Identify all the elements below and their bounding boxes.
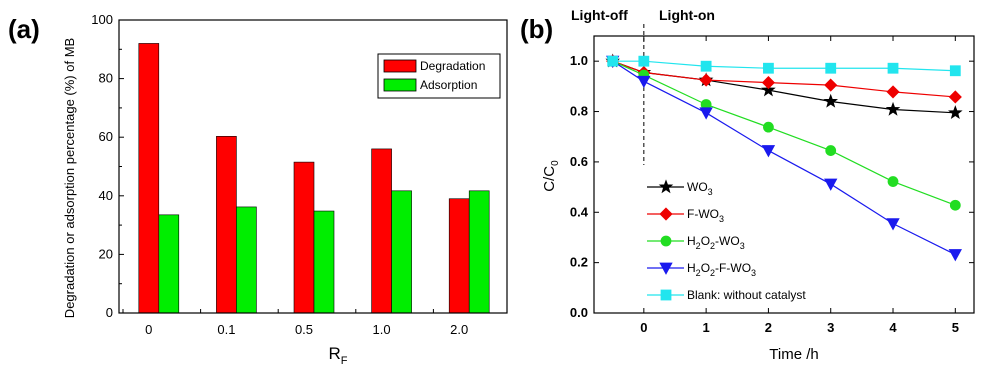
point-series-0-6 bbox=[948, 105, 963, 119]
panel-a-x-tick-label: 0.5 bbox=[295, 322, 313, 337]
bar-adsorption-2-0 bbox=[468, 190, 490, 314]
point-series-3-2 bbox=[699, 107, 713, 120]
bar-degradation-2-0 bbox=[448, 198, 470, 314]
line-series-0 bbox=[605, 53, 963, 119]
bar-adsorption-0-5 bbox=[313, 210, 335, 314]
legend-label-0: WO3 bbox=[687, 180, 713, 197]
panel-b-x-axis-label: Time /h bbox=[769, 346, 818, 363]
panel-a-y-axis-label: Degradation or adsorption percentage (%)… bbox=[62, 38, 77, 318]
point-series-3-5 bbox=[886, 218, 900, 231]
legend-label-3: H2O2-F-WO3 bbox=[687, 261, 756, 278]
legend-label-1: F-WO3 bbox=[687, 207, 724, 224]
panel-a-y-tick-label: 60 bbox=[99, 129, 113, 144]
panel-b-y-tick-label: 0.8 bbox=[570, 104, 588, 119]
point-series-2-6 bbox=[949, 199, 961, 211]
point-series-3-4 bbox=[824, 178, 838, 191]
panel-b-x-tick-label: 4 bbox=[889, 320, 897, 335]
panel-b-y-tick-label: 0.4 bbox=[570, 204, 589, 219]
point-series-2-5 bbox=[887, 176, 899, 187]
point-series-1-6 bbox=[948, 90, 962, 104]
point-series-4-3 bbox=[763, 62, 774, 74]
panel-b-x-tick-label: 1 bbox=[703, 320, 710, 335]
legend-label-degradation: Degradation bbox=[420, 59, 485, 73]
panel-a-x-tick-label: 0.1 bbox=[217, 322, 235, 337]
panel-b-y-tick-label: 0.2 bbox=[570, 255, 588, 270]
legend-marker-0 bbox=[658, 179, 674, 194]
panel-b-y-tick-label: 0.6 bbox=[570, 154, 588, 169]
panel-a-x-axis-label: RF bbox=[328, 344, 347, 367]
legend-label-2: H2O2-WO3 bbox=[687, 234, 745, 251]
panel-b-legend: WO3 F-WO3 H2O2-WO3 H2O2-F-WO3 Blank: without… bbox=[647, 179, 806, 302]
annotation-light-off: Light-off bbox=[571, 7, 628, 23]
point-series-2-3 bbox=[763, 121, 774, 133]
annotation-light-on: Light-on bbox=[659, 7, 715, 23]
panel-a-x-tick-label: 2.0 bbox=[450, 322, 468, 337]
panel-a-bar-chart: (a) Degradation or adsorption percentage… bbox=[8, 12, 508, 367]
panel-b-line-chart: (b) Light-off Light-on C/C0 Time /h 0.0 0… bbox=[520, 7, 975, 363]
legend-marker-1 bbox=[659, 207, 673, 221]
line-4 bbox=[612, 60, 956, 72]
point-series-1-5 bbox=[886, 85, 900, 99]
panel-b-x-tick-label: 3 bbox=[827, 320, 834, 335]
panel-b-label: (b) bbox=[520, 14, 553, 44]
point-series-4-0 bbox=[607, 55, 619, 67]
legend-marker-3 bbox=[659, 262, 673, 275]
legend-swatch-degradation bbox=[383, 59, 417, 73]
bar-degradation-1-0 bbox=[371, 148, 392, 314]
panel-a-x-tick-label: 1.0 bbox=[373, 322, 391, 337]
panel-b-y-tick-label: 0.0 bbox=[570, 305, 588, 320]
point-series-1-3 bbox=[761, 76, 775, 90]
panel-a-y-tick-label: 80 bbox=[99, 71, 113, 86]
point-series-0-4 bbox=[823, 93, 839, 108]
bar-degradation-0 bbox=[138, 43, 160, 314]
panel-a-x-tick-label: 0 bbox=[145, 322, 152, 337]
bar-degradation-0-5 bbox=[293, 161, 315, 314]
panel-a-label: (a) bbox=[8, 14, 40, 44]
line-3 bbox=[612, 60, 956, 256]
legend-marker-4 bbox=[660, 289, 672, 301]
point-series-1-2 bbox=[699, 73, 713, 87]
legend-marker-2 bbox=[660, 235, 672, 247]
point-series-4-4 bbox=[825, 62, 837, 74]
panel-b-y-axis-label: C/C0 bbox=[541, 160, 561, 192]
point-series-4-1 bbox=[638, 55, 650, 67]
bar-adsorption-0 bbox=[158, 214, 180, 314]
panel-b-x-tick-label: 5 bbox=[952, 320, 959, 335]
legend-label-4: Blank: without catalyst bbox=[687, 288, 806, 302]
legend-label-adsorption: Adsorption bbox=[420, 78, 477, 92]
panel-b-x-tick-label: 0 bbox=[640, 320, 647, 335]
line-series-4 bbox=[607, 55, 961, 77]
panel-b-y-tick-label: 1.0 bbox=[570, 53, 588, 68]
point-series-0-3 bbox=[761, 82, 776, 97]
point-series-1-4 bbox=[824, 78, 838, 92]
panel-a-y-tick-label: 100 bbox=[91, 12, 113, 27]
point-series-4-2 bbox=[700, 60, 712, 72]
panel-a-y-tick-label: 40 bbox=[99, 188, 113, 203]
line-series-3 bbox=[606, 55, 962, 262]
point-series-3-1 bbox=[637, 75, 651, 89]
panel-a-y-tick-label: 20 bbox=[99, 246, 113, 261]
legend-swatch-adsorption bbox=[383, 78, 417, 92]
point-series-4-5 bbox=[887, 62, 899, 74]
bar-adsorption-1-0 bbox=[391, 190, 412, 314]
point-series-3-6 bbox=[948, 249, 962, 262]
point-series-3-3 bbox=[761, 145, 776, 158]
point-series-4-6 bbox=[949, 65, 961, 77]
bar-degradation-0-1 bbox=[216, 136, 237, 314]
panel-b-plot-frame bbox=[593, 35, 975, 314]
panel-b-x-tick-label: 2 bbox=[765, 320, 772, 335]
bar-adsorption-0-1 bbox=[236, 206, 257, 314]
panel-a-legend: Degradation Adsorption bbox=[377, 53, 501, 99]
point-series-0-5 bbox=[885, 101, 901, 116]
panel-a-y-tick-label: 0 bbox=[106, 305, 113, 320]
point-series-2-4 bbox=[825, 145, 837, 156]
